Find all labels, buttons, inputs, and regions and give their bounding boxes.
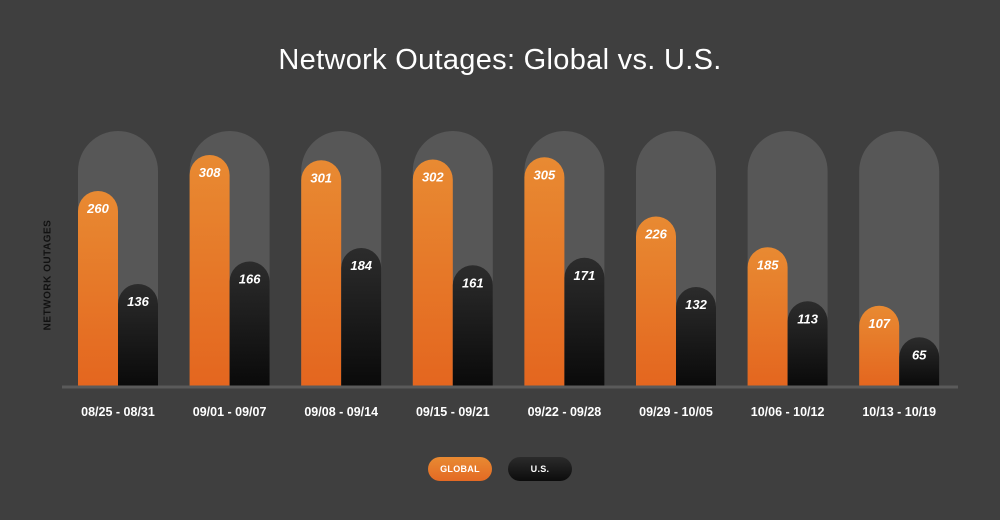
data-label-us: 171 xyxy=(574,268,596,283)
legend-item-global: GLOBAL xyxy=(428,457,492,481)
bar-us xyxy=(676,287,716,386)
bar-us xyxy=(899,337,940,386)
chart-title: Network Outages: Global vs. U.S. xyxy=(278,44,722,76)
bar-global xyxy=(747,247,788,386)
bar-global xyxy=(189,155,230,386)
bar-global xyxy=(301,160,342,386)
bar-global xyxy=(859,305,900,386)
bar-us xyxy=(787,301,828,386)
data-label-global: 226 xyxy=(644,227,667,242)
data-label-us: 184 xyxy=(350,258,372,273)
bar-global xyxy=(78,191,118,386)
bar-us xyxy=(564,257,605,386)
data-label-us: 132 xyxy=(685,297,707,312)
data-label-global: 308 xyxy=(199,165,221,180)
x-tick-label: 09/08 - 09/14 xyxy=(304,405,378,419)
data-label-us: 166 xyxy=(239,272,261,287)
data-label-global: 185 xyxy=(757,257,779,272)
legend: GLOBAL U.S. xyxy=(0,457,1000,481)
data-label-us: 136 xyxy=(127,294,149,309)
x-tick-label: 09/15 - 09/21 xyxy=(416,405,490,419)
bar-global xyxy=(412,159,453,386)
x-tick-label: 09/29 - 10/05 xyxy=(639,405,713,419)
data-label-global: 107 xyxy=(868,316,890,331)
data-label-global: 260 xyxy=(86,201,109,216)
data-label-global: 302 xyxy=(422,170,444,185)
data-label-global: 301 xyxy=(310,170,332,185)
legend-item-us: U.S. xyxy=(508,457,572,481)
x-tick-label: 09/22 - 09/28 xyxy=(528,405,602,419)
bar-us xyxy=(452,265,493,386)
bar-global xyxy=(636,216,676,386)
data-label-global: 305 xyxy=(534,167,556,182)
data-label-us: 113 xyxy=(797,311,818,326)
bar-us xyxy=(118,284,158,386)
data-label-us: 161 xyxy=(462,275,484,290)
bar-us xyxy=(341,248,382,386)
bar-global xyxy=(524,157,565,386)
x-tick-label: 09/01 - 09/07 xyxy=(193,405,267,419)
x-tick-label: 10/13 - 10/19 xyxy=(862,405,936,419)
data-label-us: 65 xyxy=(912,347,927,362)
bar-us xyxy=(229,261,270,386)
x-tick-label: 08/25 - 08/31 xyxy=(81,405,155,419)
x-tick-label: 10/06 - 10/12 xyxy=(751,405,825,419)
